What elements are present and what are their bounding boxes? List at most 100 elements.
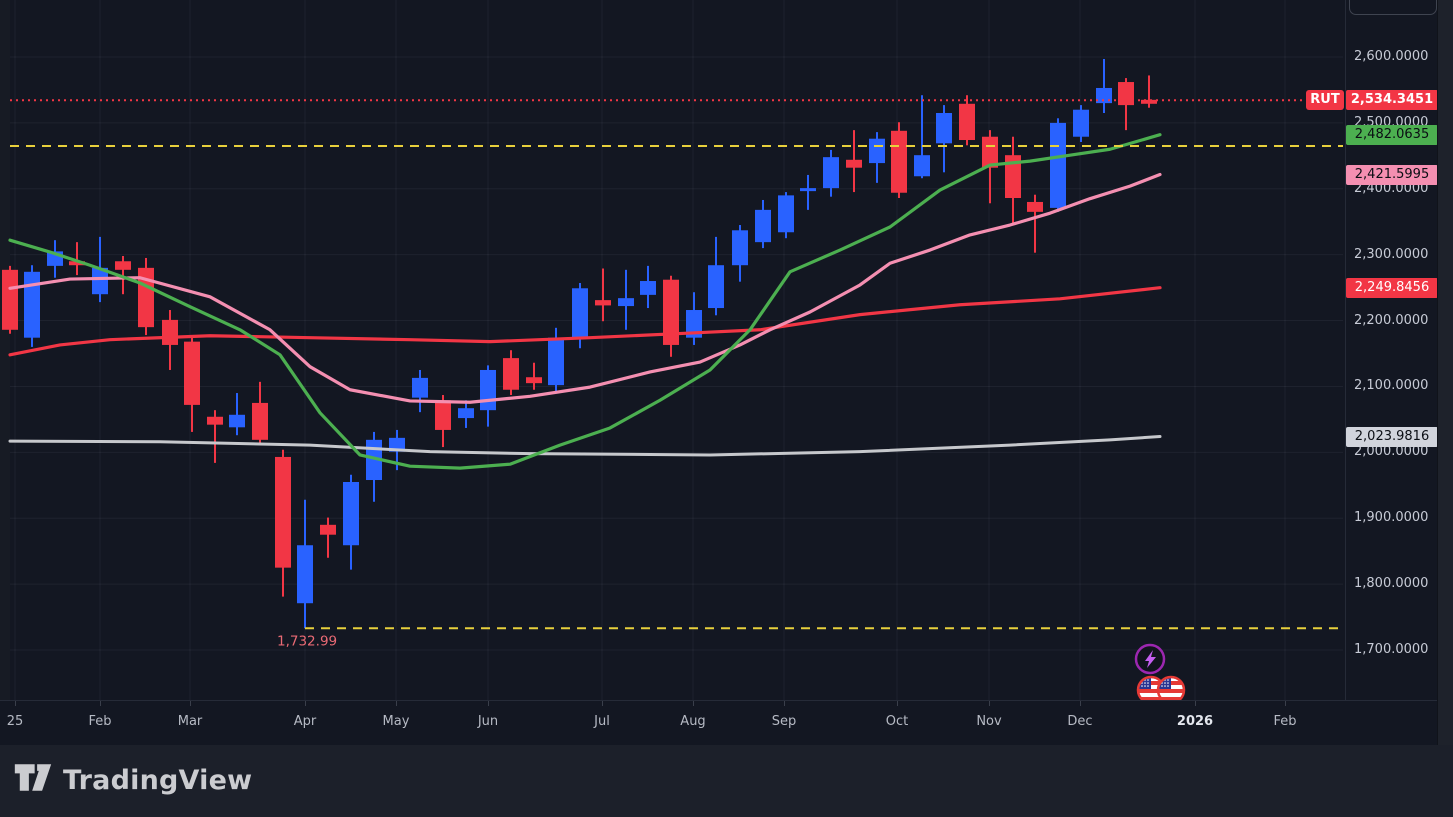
time-axis-tick (190, 701, 191, 706)
candle[interactable] (138, 257, 154, 336)
price-tick-label: 1,800.0000 (1354, 576, 1429, 592)
candle[interactable] (1005, 136, 1021, 224)
candle[interactable] (366, 431, 382, 502)
flag-star (1147, 685, 1149, 687)
footer-bar: TradingView (0, 745, 1453, 817)
candle[interactable] (480, 365, 496, 427)
price-tick-label: 1,900.0000 (1354, 510, 1429, 526)
flag-stripe (1159, 689, 1183, 693)
candle-body (92, 267, 108, 295)
candle-body (1073, 109, 1089, 137)
candle-body (869, 138, 885, 164)
candle[interactable] (162, 310, 178, 370)
candle-body (320, 524, 336, 535)
time-axis-tick (693, 701, 694, 706)
candle[interactable] (275, 449, 291, 597)
candle-body (982, 136, 998, 168)
candle-body (686, 310, 702, 338)
ray-price-label: 1,732.99 (277, 633, 337, 649)
time-tick-label: Feb (1273, 714, 1297, 729)
candle[interactable] (1050, 118, 1066, 212)
candle[interactable] (936, 105, 952, 173)
candle[interactable] (778, 192, 794, 239)
candle-body (184, 341, 200, 405)
flag-star (1164, 685, 1166, 687)
candle[interactable] (686, 292, 702, 345)
price-tick-label: 2,100.0000 (1354, 378, 1429, 394)
candle[interactable] (846, 130, 862, 193)
price-tick-label: 2,300.0000 (1354, 246, 1429, 262)
flag-star (1167, 682, 1169, 684)
candle[interactable] (412, 369, 428, 413)
tradingview-logo-icon (14, 764, 52, 791)
collapsed-toolbar-box[interactable] (1349, 0, 1437, 15)
price-tick-label: 2,000.0000 (1354, 444, 1429, 460)
candle[interactable] (503, 350, 519, 396)
lightning-event-icon[interactable] (1134, 643, 1166, 675)
candle-body (778, 195, 794, 233)
candle[interactable] (640, 265, 656, 309)
candle[interactable] (184, 335, 200, 432)
candle[interactable] (663, 275, 679, 357)
candle[interactable] (1027, 194, 1043, 253)
candle-body (755, 209, 771, 243)
candle[interactable] (252, 381, 268, 446)
candle[interactable] (1096, 58, 1112, 114)
time-axis-tick (488, 701, 489, 706)
ma-green-value-badge: 2,482.0635 (1346, 124, 1438, 145)
price-tick-label: 2,600.0000 (1354, 49, 1429, 64)
candle[interactable] (891, 122, 907, 199)
candle[interactable] (618, 269, 634, 330)
candle-body (1050, 122, 1066, 208)
candle[interactable] (24, 265, 40, 347)
candle[interactable] (320, 517, 336, 558)
right-edge-strip (1437, 0, 1453, 745)
time-tick-label: Sep (771, 714, 797, 729)
candle[interactable] (458, 400, 474, 428)
candle[interactable] (343, 474, 359, 570)
time-axis-tick (897, 701, 898, 706)
time-axis-tick (1195, 701, 1196, 706)
candle[interactable] (800, 174, 816, 210)
candle-body (343, 481, 359, 546)
flag-stripe (1159, 697, 1183, 700)
candle[interactable] (732, 225, 748, 282)
candle[interactable] (526, 362, 542, 390)
time-tick-label: Oct (885, 714, 909, 729)
candle[interactable] (1073, 105, 1089, 142)
flag-star (1141, 685, 1143, 687)
candle[interactable] (1141, 75, 1157, 108)
candle-body (207, 416, 223, 425)
candle-body (162, 319, 178, 345)
ma-pink-line (8, 172, 1162, 404)
price-axis[interactable]: 2,600.0000 2,500.0000 2,400.0000 2,300.0000… (1345, 0, 1438, 700)
flag-ring (1156, 675, 1186, 700)
us-flag-event-icon[interactable] (1156, 675, 1186, 700)
candle[interactable] (914, 95, 930, 179)
candle[interactable] (959, 95, 975, 146)
candle-body (572, 288, 588, 338)
candle[interactable] (823, 149, 839, 197)
candle[interactable] (229, 393, 245, 436)
price-chart-canvas[interactable]: 1,732.99 (0, 0, 1345, 700)
candle[interactable] (2, 265, 18, 334)
flag-star (1144, 685, 1146, 687)
candle-body (548, 337, 564, 386)
candle[interactable] (297, 499, 313, 629)
candle[interactable] (47, 240, 63, 278)
candle[interactable] (435, 395, 451, 448)
candle[interactable] (595, 268, 611, 322)
flag-star (1161, 685, 1163, 687)
flag-art (1159, 678, 1183, 700)
time-axis[interactable]: 25 Feb Mar Apr May Jun Jul Aug Sep Oct Nov Dec 2026 F… (0, 700, 1437, 746)
time-axis-tick (396, 701, 397, 706)
candle[interactable] (755, 199, 771, 249)
candle[interactable] (708, 236, 724, 316)
time-axis-tick (1285, 701, 1286, 706)
candle[interactable] (207, 410, 223, 463)
candle[interactable] (869, 132, 885, 183)
candle[interactable] (1118, 78, 1134, 131)
tradingview-logo[interactable]: TradingView (14, 762, 252, 798)
candle[interactable] (69, 242, 85, 276)
candle[interactable] (115, 255, 131, 295)
